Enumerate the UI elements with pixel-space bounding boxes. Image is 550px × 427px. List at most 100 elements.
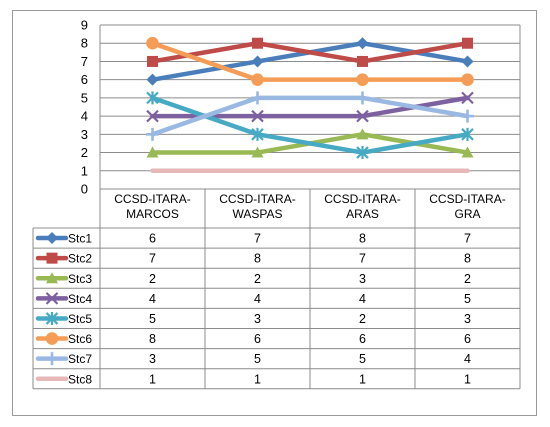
data-point bbox=[462, 37, 473, 49]
table-cell-value: 7 bbox=[464, 232, 471, 246]
table-cell-value: 6 bbox=[149, 232, 156, 246]
table-cell-value: 2 bbox=[359, 312, 366, 326]
y-tick-label: 2 bbox=[81, 145, 88, 160]
data-point bbox=[356, 109, 369, 123]
table-cell-value: 2 bbox=[464, 272, 471, 286]
table-cell-value: 4 bbox=[254, 292, 261, 306]
table-cell-value: 2 bbox=[149, 272, 156, 286]
table-cell-value: 5 bbox=[149, 312, 156, 326]
table-row: Stc4 4 4 4 5 bbox=[35, 292, 471, 306]
table-cell-value: 7 bbox=[359, 252, 366, 266]
legend-key-marker bbox=[46, 272, 58, 284]
table-cell-value: 7 bbox=[254, 232, 261, 246]
series-name: Stc2 bbox=[68, 252, 92, 266]
table-cell-value: 5 bbox=[254, 352, 261, 366]
data-point bbox=[461, 91, 474, 105]
data-point bbox=[356, 73, 369, 86]
table-cell-value: 3 bbox=[359, 272, 366, 286]
y-tick-label: 8 bbox=[81, 36, 88, 51]
table-cell-value: 4 bbox=[359, 292, 366, 306]
table-cell-value: 8 bbox=[464, 252, 471, 266]
data-point bbox=[251, 91, 264, 105]
table-cell-value: 6 bbox=[254, 332, 261, 346]
data-table: CCSD-ITARA-MARCOS CCSD-ITARA-WASPAS CCSD-I… bbox=[32, 188, 521, 390]
data-point bbox=[146, 73, 159, 86]
data-point bbox=[461, 127, 474, 141]
data-point bbox=[252, 37, 263, 49]
table-cell-value: 5 bbox=[359, 352, 366, 366]
category-label: CCSD-ITARA-MARCOS bbox=[114, 192, 190, 221]
series-name: Stc1 bbox=[68, 232, 92, 246]
y-axis-ticks: 0 1 2 3 4 5 6 7 8 9 bbox=[81, 18, 88, 197]
table-cell-value: 1 bbox=[464, 372, 471, 386]
y-tick-label: 7 bbox=[81, 54, 88, 69]
y-tick-label: 0 bbox=[81, 182, 88, 197]
data-point bbox=[146, 91, 159, 105]
table-row: Stc7 3 5 5 4 bbox=[35, 352, 471, 366]
table-cell-value: 3 bbox=[149, 352, 156, 366]
table-cell-value: 1 bbox=[254, 372, 261, 386]
data-point bbox=[357, 55, 368, 67]
table-cell-value: 5 bbox=[464, 292, 471, 306]
data-point bbox=[147, 55, 158, 67]
series-stc7 bbox=[146, 91, 474, 141]
data-point bbox=[251, 146, 264, 158]
data-point bbox=[356, 128, 369, 140]
series-line bbox=[150, 95, 470, 137]
table-cell-value: 2 bbox=[254, 272, 261, 286]
table-row: Stc1 6 7 8 7 bbox=[35, 232, 471, 246]
series-stc2 bbox=[147, 37, 473, 67]
category-label: CCSD-ITARA-ARAS bbox=[324, 192, 400, 221]
table-cell-value: 4 bbox=[464, 352, 471, 366]
table-row: Stc3 2 2 3 2 bbox=[35, 272, 471, 286]
series-line bbox=[150, 40, 470, 64]
legend-key-marker bbox=[46, 232, 58, 245]
table-cell-value: 8 bbox=[254, 252, 261, 266]
series-name: Stc5 bbox=[68, 312, 92, 326]
y-tick-label: 3 bbox=[81, 127, 88, 142]
table-cell-value: 4 bbox=[149, 292, 156, 306]
table-row: Stc6 8 6 6 6 bbox=[35, 332, 471, 346]
category-label: CCSD-ITARA-WASPAS bbox=[219, 192, 295, 221]
legend-key-marker bbox=[45, 332, 59, 345]
table-cell-value: 6 bbox=[464, 332, 471, 346]
y-tick-label: 9 bbox=[81, 18, 88, 33]
table-cell-value: 7 bbox=[149, 252, 156, 266]
data-point bbox=[251, 73, 264, 86]
y-tick-label: 6 bbox=[81, 72, 88, 87]
data-point bbox=[146, 36, 159, 50]
table-row: Stc8 1 1 1 1 bbox=[35, 372, 471, 386]
data-point bbox=[146, 146, 159, 158]
legend-key-marker bbox=[46, 252, 58, 264]
data-point bbox=[146, 109, 159, 123]
y-tick-label: 4 bbox=[81, 109, 88, 124]
data-point bbox=[461, 73, 474, 86]
chart-frame bbox=[12, 10, 537, 416]
table-cell-value: 6 bbox=[359, 332, 366, 346]
data-point bbox=[461, 55, 474, 68]
series-name: Stc4 bbox=[68, 292, 92, 306]
legend-key-marker bbox=[45, 352, 59, 366]
data-point bbox=[356, 37, 369, 50]
series-stc6 bbox=[146, 36, 474, 86]
table-row: Stc5 5 3 2 3 bbox=[35, 311, 471, 326]
y-tick-label: 5 bbox=[81, 90, 88, 105]
data-point bbox=[251, 55, 264, 68]
data-point bbox=[251, 109, 264, 123]
data-point bbox=[461, 146, 474, 158]
table-cell-value: 3 bbox=[254, 312, 261, 326]
data-point bbox=[251, 127, 264, 141]
series-line bbox=[150, 40, 470, 82]
series-name: Stc7 bbox=[68, 352, 92, 366]
data-point bbox=[356, 91, 369, 105]
legend-key-marker bbox=[45, 311, 59, 325]
category-label: CCSD-ITARA-GRA bbox=[429, 192, 505, 221]
table-cell-value: 8 bbox=[359, 232, 366, 246]
table-cell-value: 1 bbox=[359, 372, 366, 386]
table-cell-value: 8 bbox=[149, 332, 156, 346]
table-cell-value: 3 bbox=[464, 312, 471, 326]
data-point bbox=[146, 127, 159, 141]
series-stc5 bbox=[146, 91, 474, 160]
table-cell-value: 1 bbox=[149, 372, 156, 386]
